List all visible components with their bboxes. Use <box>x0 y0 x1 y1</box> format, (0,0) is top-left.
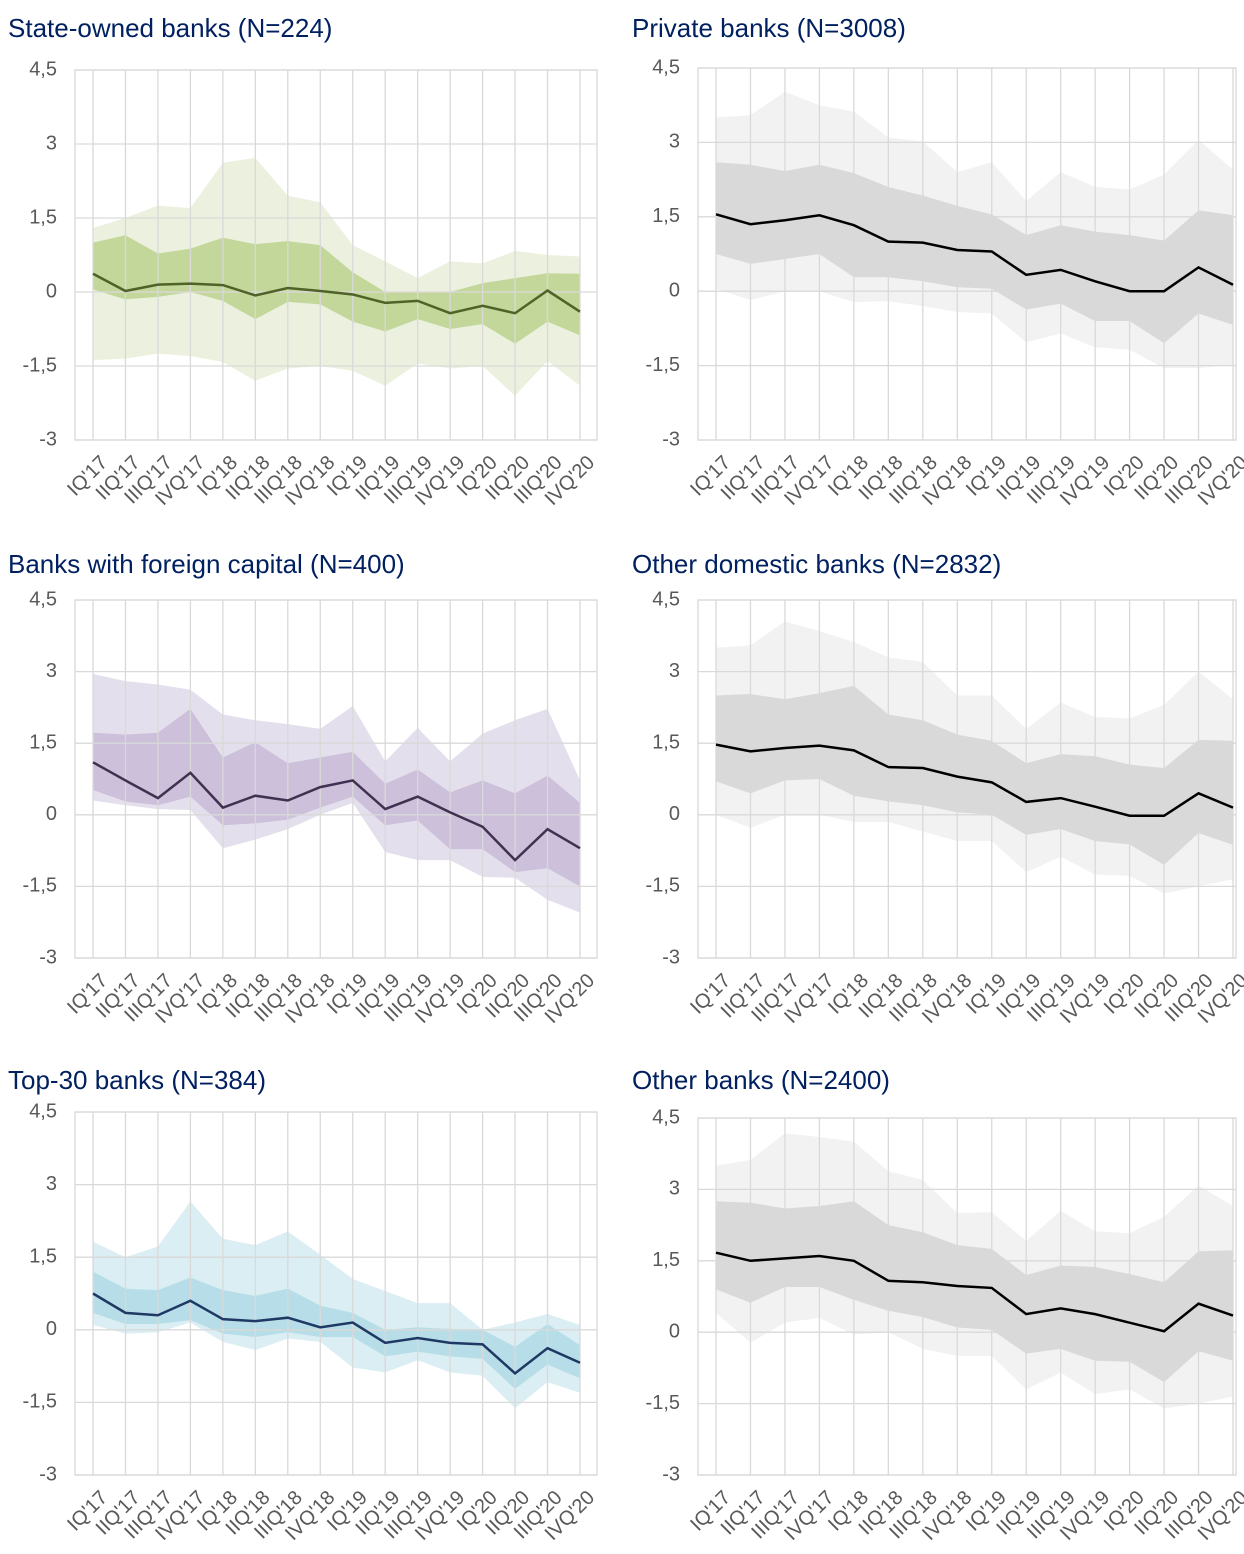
band-area <box>716 685 1233 865</box>
plot-border <box>697 599 1237 959</box>
chart-panel: Top-30 banks (N=384)4,531,50-1,5-3IQ'17I… <box>8 1065 599 1545</box>
y-tick-label: 4,5 <box>652 56 680 78</box>
y-tick-label: -3 <box>662 1463 680 1485</box>
y-tick-label: 1,5 <box>29 731 57 753</box>
y-tick-label: 0 <box>669 803 680 825</box>
plot-border <box>697 67 1237 441</box>
y-tick-label: 0 <box>46 1318 57 1340</box>
y-tick-label: 4,5 <box>29 588 57 610</box>
median-line <box>92 272 581 315</box>
y-tick-label: 4,5 <box>29 58 57 80</box>
y-tick-label: 3 <box>669 660 680 682</box>
chart-title: Top-30 banks (N=384) <box>8 1065 266 1095</box>
y-tick-label: 1,5 <box>29 206 57 228</box>
plot-border <box>74 69 598 441</box>
chart-panel: State-owned banks (N=224)4,531,50-1,5-3I… <box>8 13 599 510</box>
y-tick-label: 3 <box>46 132 57 154</box>
band-area <box>716 1201 1233 1383</box>
chart-title: State-owned banks (N=224) <box>8 13 332 43</box>
y-tick-label: 4,5 <box>652 588 680 610</box>
median-line <box>715 743 1234 818</box>
y-tick-label: 1,5 <box>652 205 680 227</box>
plot-border <box>74 599 598 959</box>
band-area <box>93 235 580 344</box>
chart-title: Other domestic banks (N=2832) <box>632 549 1001 579</box>
plot-border <box>697 1117 1237 1476</box>
y-tick-label: -3 <box>662 946 680 968</box>
chart-panel: Other banks (N=2400)4,531,50-1,5-3IQ'17I… <box>632 1065 1244 1545</box>
y-tick-label: -1,5 <box>23 1391 57 1413</box>
plot-border <box>74 1111 598 1476</box>
y-tick-label: 0 <box>46 280 57 302</box>
chart-title: Other banks (N=2400) <box>632 1065 890 1095</box>
y-tick-label: -1,5 <box>646 354 680 376</box>
median-line <box>92 761 581 862</box>
y-tick-label: -3 <box>39 1463 57 1485</box>
y-tick-label: 3 <box>669 1178 680 1200</box>
median-line <box>92 1292 581 1375</box>
y-tick-label: -1,5 <box>23 875 57 897</box>
median-line <box>715 1251 1234 1333</box>
chart-title: Private banks (N=3008) <box>632 13 906 43</box>
y-tick-label: 3 <box>46 1173 57 1195</box>
y-tick-label: -1,5 <box>23 354 57 376</box>
y-tick-label: 4,5 <box>652 1106 680 1128</box>
y-tick-label: 3 <box>669 131 680 153</box>
band-area <box>716 162 1233 344</box>
y-tick-label: 4,5 <box>29 1100 57 1122</box>
y-tick-label: -3 <box>39 428 57 450</box>
y-tick-label: -1,5 <box>646 1392 680 1414</box>
y-tick-label: 0 <box>669 279 680 301</box>
chart-panel: Banks with foreign capital (N=400) 4,5 3 1,… <box>8 549 599 1028</box>
band-area <box>93 708 580 887</box>
y-tick-label: 1,5 <box>652 1249 680 1271</box>
y-tick-label: 1,5 <box>29 1245 57 1267</box>
y-tick-label: -3 <box>39 946 57 968</box>
chart-title: Banks with foreign capital (N=400) <box>8 549 405 579</box>
y-tick-label: 1,5 <box>652 731 680 753</box>
y-tick-label: 3 <box>46 660 57 682</box>
median-line <box>715 213 1234 293</box>
y-tick-label: 0 <box>669 1320 680 1342</box>
chart-panel: Other domestic banks (N=2832) 4,5 3 1,5 0 -1,… <box>632 549 1244 1028</box>
y-tick-label: -1,5 <box>646 875 680 897</box>
y-tick-label: 0 <box>46 803 57 825</box>
chart-panel: Private banks (N=3008)4,531,50-1,5-3IQ'1… <box>632 13 1244 510</box>
y-tick-label: -3 <box>662 428 680 450</box>
